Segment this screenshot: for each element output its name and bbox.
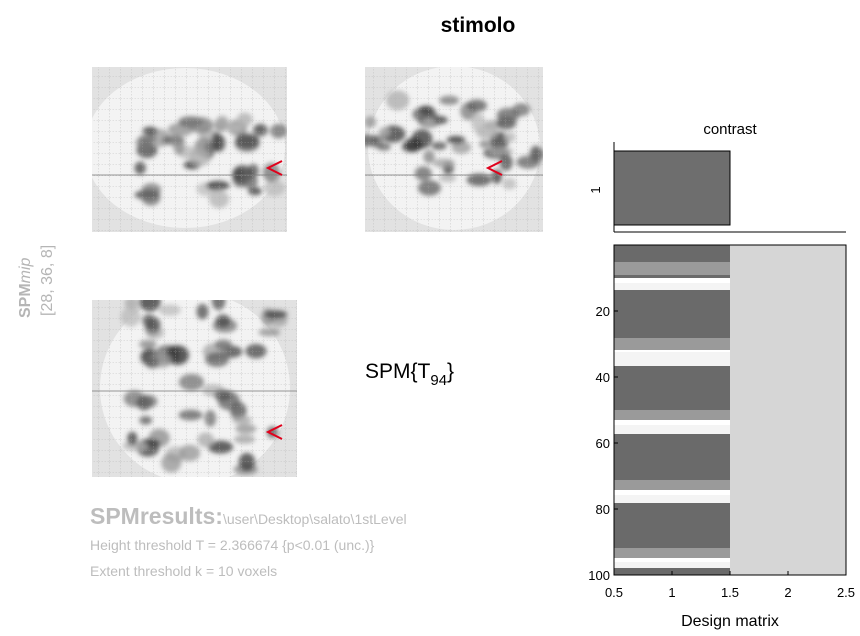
y-tick-label: 40 (596, 370, 610, 385)
contrast-bar (613, 150, 731, 226)
y-tick-label: 100 (588, 568, 610, 583)
contrast-plot (613, 142, 846, 233)
title: stimolo (441, 14, 516, 37)
y-tick-label: 80 (596, 502, 610, 517)
regressor-stripe (614, 558, 730, 562)
regressor-stripe (614, 490, 730, 495)
results-header: SPMresults:\user\Desktop\salato\1stLevel (90, 503, 407, 529)
x-tick-label: 2.5 (837, 585, 855, 600)
results-path: \user\Desktop\salato\1stLevel (223, 511, 407, 527)
mip-coords: [28, 36, 8] (39, 245, 56, 316)
y-tick-label: 20 (596, 304, 610, 319)
regressor-stripe (614, 480, 730, 490)
mip-label-main: SPM (17, 283, 34, 318)
x-tick-label: 0.5 (605, 585, 623, 600)
extent-threshold: Extent threshold k = 10 voxels (90, 563, 277, 579)
regressor-stripe (614, 495, 730, 503)
mip-panels (92, 67, 543, 477)
regressor-stripe (614, 352, 730, 366)
statistic-label: SPM{T94} (365, 360, 454, 389)
contrast-title: contrast (703, 121, 757, 138)
regressor-stripe (614, 548, 730, 558)
height-threshold: Height threshold T = 2.366674 {p<0.01 (u… (90, 537, 375, 553)
x-tick-label: 1.5 (721, 585, 739, 600)
design-matrix-xlabel: Design matrix (681, 613, 779, 630)
regressor-stripe (614, 562, 730, 568)
regressor-stripe (614, 262, 730, 275)
statistic-suffix: } (447, 360, 454, 383)
regressor-stripe (614, 338, 730, 350)
x-tick-label: 2 (784, 585, 791, 600)
y-tick-label: 60 (596, 436, 610, 451)
mip-label: SPMmip (17, 257, 34, 318)
statistic-prefix: SPM{T (365, 360, 431, 383)
regressor-stripe (614, 350, 730, 352)
cursor (485, 160, 503, 176)
mip-label-sub: mip (17, 257, 34, 283)
results-title: SPMresults: (90, 503, 223, 529)
regressor-stripe (614, 410, 730, 420)
design-matrix: 0.5 1 1.5 2 2.5 20 40 60 80 100 (588, 244, 855, 600)
x-tick-label: 1 (668, 585, 675, 600)
contrast-label: 1 (588, 186, 603, 193)
constant-column (730, 245, 846, 575)
cursor (265, 160, 283, 176)
cursor (265, 424, 283, 440)
statistic-df: 94 (430, 372, 447, 389)
regressor-stripe (614, 420, 730, 425)
regressor-stripe (614, 425, 730, 434)
regressor-stripe (614, 278, 730, 283)
regressor-stripe (614, 283, 730, 290)
